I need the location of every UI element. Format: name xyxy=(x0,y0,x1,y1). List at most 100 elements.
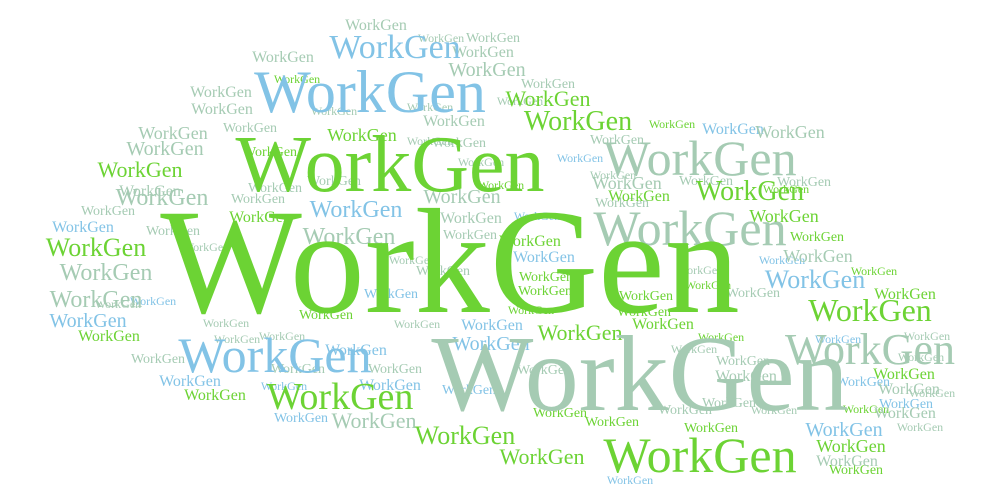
word-cloud-word: WorkGen xyxy=(589,133,645,148)
word-cloud-word: WorkGen xyxy=(556,151,604,165)
word-cloud-word: WorkGen xyxy=(670,342,718,356)
word-cloud-word: WorkGen xyxy=(94,297,142,311)
word-cloud-word: WorkGen xyxy=(213,332,261,346)
word-cloud-word: WorkGen xyxy=(229,209,291,226)
word-cloud-word: WorkGen xyxy=(589,168,637,182)
word-cloud-word: WorkGen xyxy=(145,224,201,239)
word-cloud-word: WorkGen xyxy=(80,204,136,219)
word-cloud-word: WorkGen xyxy=(878,381,940,398)
word-cloud-word: WorkGen xyxy=(603,427,797,483)
word-cloud-word: WorkGen xyxy=(266,376,414,418)
word-cloud-word: WorkGen xyxy=(507,303,555,317)
word-cloud-word: WorkGen xyxy=(648,117,696,131)
word-cloud-word: WorkGen xyxy=(461,317,523,334)
word-cloud-word: WorkGen xyxy=(749,206,819,226)
word-cloud-word: WorkGen xyxy=(138,123,208,143)
word-cloud-word: WorkGen xyxy=(115,185,209,211)
word-cloud-word: WorkGen xyxy=(657,403,713,418)
word-cloud-word: WorkGen xyxy=(129,294,177,308)
word-cloud-word: WorkGen xyxy=(45,233,147,262)
word-cloud-word: WorkGen xyxy=(367,362,423,377)
word-cloud-word: WorkGen xyxy=(331,408,417,433)
word-cloud-word: WorkGen xyxy=(452,333,530,355)
word-cloud-word: WorkGen xyxy=(903,329,951,343)
word-cloud-word: WorkGen xyxy=(431,315,849,434)
word-cloud-word: WorkGen xyxy=(310,104,358,118)
word-cloud-word: WorkGen xyxy=(97,157,183,182)
word-cloud-word: WorkGen xyxy=(850,264,898,278)
word-cloud-word: WorkGen xyxy=(783,246,853,266)
word-cloud-word: WorkGen xyxy=(584,415,640,430)
word-cloud-word: WorkGen xyxy=(417,31,465,45)
word-cloud-word: WorkGen xyxy=(247,181,303,196)
word-cloud-word: WorkGen xyxy=(309,197,403,223)
word-cloud-word: WorkGen xyxy=(816,453,878,470)
word-cloud-word: WorkGen xyxy=(695,176,805,207)
word-cloud-word: WorkGen xyxy=(423,113,485,130)
word-cloud-word: WorkGen xyxy=(52,219,114,236)
word-cloud-word: WorkGen xyxy=(776,175,832,190)
word-cloud-word: WorkGen xyxy=(517,284,573,299)
word-cloud-word: WorkGen xyxy=(442,228,498,243)
word-cloud-word: WorkGen xyxy=(178,327,372,383)
word-cloud-word: WorkGen xyxy=(345,17,407,34)
word-cloud-word: WorkGen xyxy=(835,375,891,390)
word-cloud-word: WorkGen xyxy=(252,49,314,66)
word-cloud-word: WorkGen xyxy=(414,421,516,450)
word-cloud-word: WorkGen xyxy=(755,122,825,142)
word-cloud-word: WorkGen xyxy=(878,397,934,412)
word-cloud-word: WorkGen xyxy=(406,134,454,148)
word-cloud-word: WorkGen xyxy=(230,192,286,207)
word-cloud-word: WorkGen xyxy=(513,209,561,223)
word-cloud-word: WorkGen xyxy=(592,173,662,193)
word-cloud-word: WorkGen xyxy=(897,350,945,364)
word-cloud-word: WorkGen xyxy=(603,130,797,186)
word-cloud-word: WorkGen xyxy=(302,224,396,250)
word-cloud-word: WorkGen xyxy=(874,405,936,422)
word-cloud-word: WorkGen xyxy=(496,94,544,108)
word-cloud-word: WorkGen xyxy=(59,260,153,286)
word-cloud-word: WorkGen xyxy=(523,106,633,137)
word-cloud-word: WorkGen xyxy=(518,270,574,285)
word-cloud-word: WorkGen xyxy=(808,292,932,328)
word-cloud-word: WorkGen xyxy=(678,174,734,189)
word-cloud-word: WorkGen xyxy=(499,233,561,250)
word-cloud-word: WorkGen xyxy=(329,29,461,66)
word-cloud-word: WorkGen xyxy=(119,183,181,200)
word-cloud-word: WorkGen xyxy=(159,373,221,390)
word-cloud-word: WorkGen xyxy=(520,77,576,92)
word-cloud-word: WorkGen xyxy=(632,316,694,333)
word-cloud-word: WorkGen xyxy=(697,330,745,344)
word-cloud-word: WorkGen xyxy=(260,379,308,393)
word-cloud-word: WorkGen xyxy=(49,310,127,332)
word-cloud-word: WorkGen xyxy=(785,325,955,374)
word-cloud-word: WorkGen xyxy=(160,179,740,345)
word-cloud-word: WorkGen xyxy=(750,403,798,417)
word-cloud-word: WorkGen xyxy=(325,342,387,359)
word-cloud-word: WorkGen xyxy=(873,366,935,383)
word-cloud-word: WorkGen xyxy=(908,386,956,400)
word-cloud-word: WorkGen xyxy=(235,121,545,209)
word-cloud-word: WorkGen xyxy=(78,328,140,345)
word-cloud-word: WorkGen xyxy=(593,200,787,256)
word-cloud-word: WorkGen xyxy=(406,100,454,114)
word-cloud-word: WorkGen xyxy=(431,136,487,151)
word-cloud-word: WorkGen xyxy=(184,387,246,404)
word-cloud-word: WorkGen xyxy=(423,186,501,208)
word-cloud-word: WorkGen xyxy=(270,362,326,377)
word-cloud-word: WorkGen xyxy=(126,138,204,160)
word-cloud-word: WorkGen xyxy=(388,253,436,267)
word-cloud-word: WorkGen xyxy=(715,354,771,369)
word-cloud-word: WorkGen xyxy=(702,121,764,138)
word-cloud-word: WorkGen xyxy=(477,178,525,192)
word-cloud-word: WorkGen xyxy=(415,264,471,279)
word-cloud-word: WorkGen xyxy=(764,265,866,294)
word-cloud-word: WorkGen xyxy=(715,368,777,385)
word-cloud-word: WorkGen xyxy=(701,396,757,411)
word-cloud-word: WorkGen xyxy=(606,473,654,487)
word-cloud-word: WorkGen xyxy=(258,329,306,343)
word-cloud-word: WorkGen xyxy=(616,305,672,320)
word-cloud-word: WorkGen xyxy=(49,287,143,313)
word-cloud-word: WorkGen xyxy=(298,308,354,323)
